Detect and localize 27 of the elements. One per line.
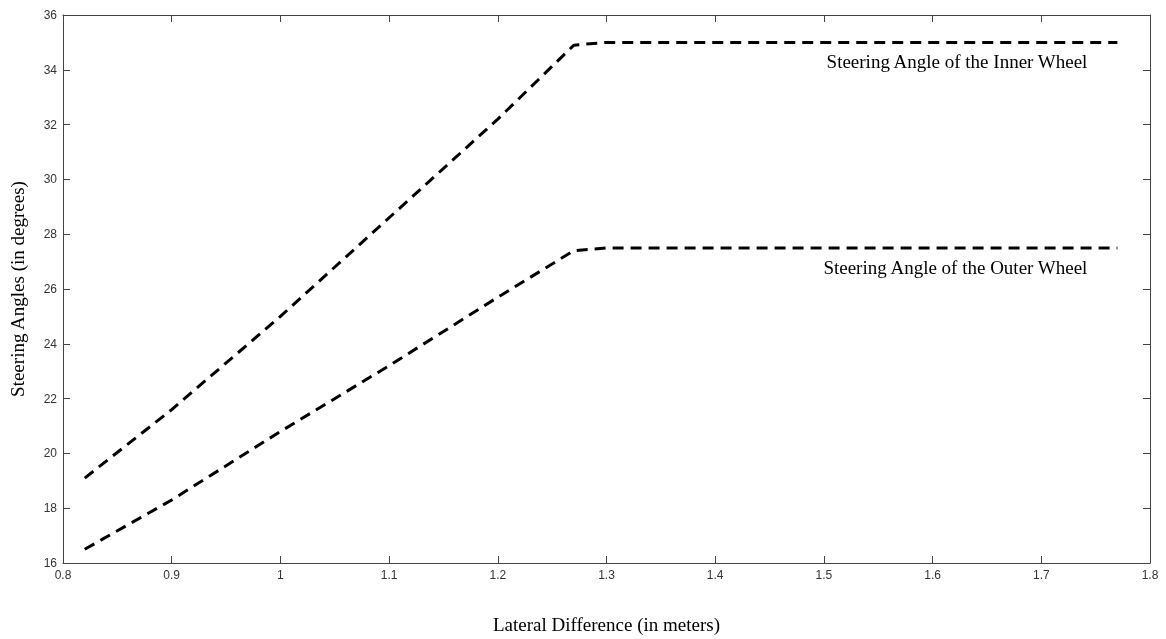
x-tick-label: 1.6 bbox=[924, 568, 942, 582]
x-tick-label: 1.8 bbox=[1141, 568, 1159, 582]
x-tick-label: 1.1 bbox=[380, 568, 398, 582]
y-axis-title: Steering Angles (in degrees) bbox=[7, 181, 29, 397]
y-tick-label: 28 bbox=[43, 227, 58, 242]
x-tick-label: 0.8 bbox=[54, 568, 72, 582]
x-tick-label: 1 bbox=[277, 568, 285, 582]
y-tick-label: 30 bbox=[43, 172, 58, 187]
y-tick-label: 32 bbox=[43, 117, 58, 132]
line-series bbox=[83, 40, 1119, 480]
series-label: Steering Angle of the Outer Wheel bbox=[823, 256, 1088, 278]
x-tick-label: 1.4 bbox=[706, 568, 724, 582]
x-tick-label: 1.5 bbox=[815, 568, 833, 582]
x-axis-title: Lateral Difference (in meters) bbox=[493, 614, 720, 636]
y-tick-label: 26 bbox=[43, 282, 58, 296]
series-label: Steering Angle of the Inner Wheel bbox=[826, 51, 1088, 73]
x-tick-label: 0.9 bbox=[163, 568, 181, 582]
y-tick-label: 16 bbox=[43, 556, 58, 570]
y-tick-label: 18 bbox=[43, 501, 58, 516]
y-tick-label: 34 bbox=[43, 62, 58, 77]
x-tick-label: 1.7 bbox=[1032, 568, 1050, 582]
y-tick-label: 22 bbox=[43, 391, 58, 406]
y-tick-label: 20 bbox=[43, 446, 58, 461]
y-tick-label: 24 bbox=[43, 336, 58, 351]
y-tick-label: 36 bbox=[43, 8, 58, 22]
x-tick-label: 1.2 bbox=[489, 568, 507, 582]
x-tick-label: 1.3 bbox=[598, 568, 616, 582]
